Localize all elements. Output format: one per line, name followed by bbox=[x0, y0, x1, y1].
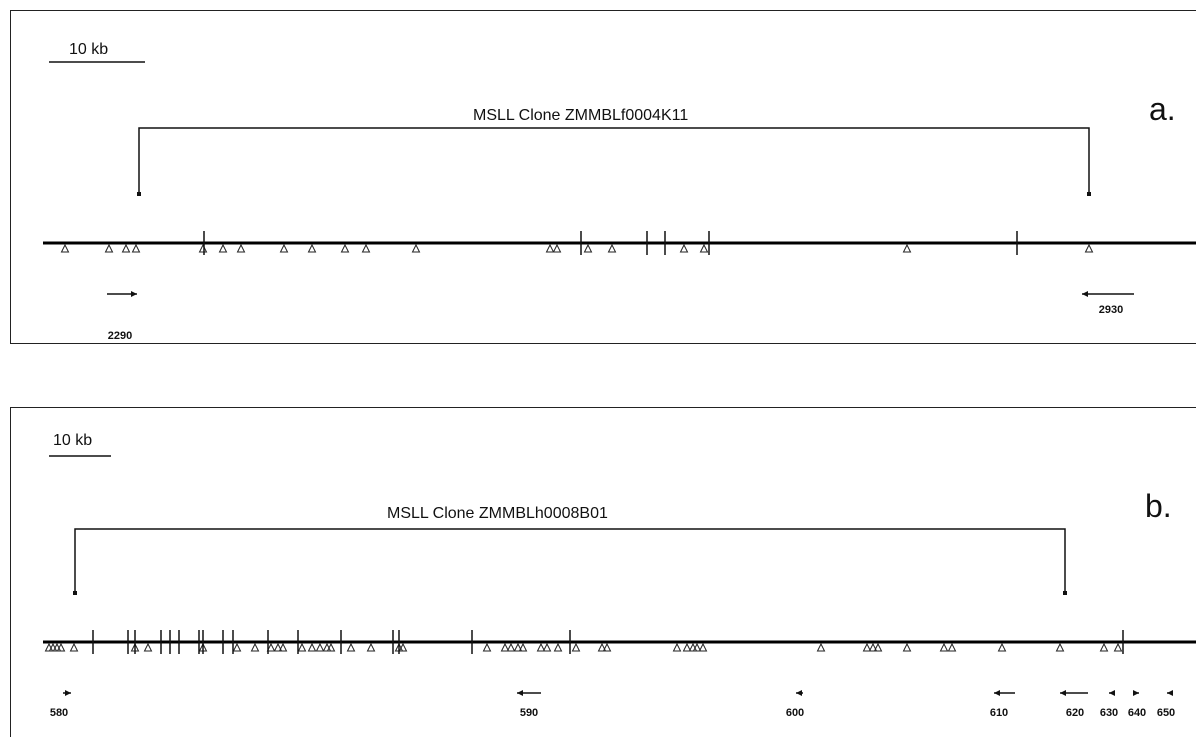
panel-letter: b. bbox=[1145, 488, 1172, 524]
primer-label-650: 650 bbox=[1156, 707, 1176, 719]
primer-arrow-2930-head bbox=[1082, 291, 1088, 297]
site-triangle bbox=[518, 642, 528, 652]
bracket-end bbox=[137, 192, 141, 196]
site-triangle bbox=[698, 642, 708, 652]
site-triangle bbox=[868, 642, 878, 652]
site-triangle bbox=[699, 243, 709, 253]
site-triangle bbox=[552, 243, 562, 253]
site-triangle bbox=[1113, 642, 1123, 652]
primer-label-620: 620 bbox=[1065, 707, 1085, 719]
site-triangle bbox=[218, 243, 228, 253]
clone-bracket bbox=[138, 127, 1090, 194]
primer-arrow-600-head bbox=[796, 690, 802, 696]
site-triangle bbox=[513, 642, 523, 652]
site-triangle bbox=[536, 642, 546, 652]
site-triangle bbox=[278, 642, 288, 652]
site-triangle bbox=[346, 642, 356, 652]
panel-a: 10 kb MSLL Clone ZMMBLf0004K11 a. 2290 2… bbox=[10, 10, 1196, 344]
primer-arrow-590-head bbox=[517, 690, 523, 696]
site-triangle bbox=[236, 243, 246, 253]
primer-arrow-640-head bbox=[1133, 690, 1139, 696]
bracket-end bbox=[73, 591, 77, 595]
site-triangle bbox=[1084, 243, 1094, 253]
primer-arrow-580-head bbox=[65, 690, 71, 696]
site-triangle bbox=[273, 642, 283, 652]
site-triangle bbox=[131, 243, 141, 253]
site-triangle bbox=[500, 642, 510, 652]
primer-label-2290: 2290 bbox=[107, 330, 133, 342]
site-triangle bbox=[939, 642, 949, 652]
site-triangle bbox=[873, 642, 883, 652]
primer-label-600: 600 bbox=[785, 707, 805, 719]
site-triangle bbox=[553, 642, 563, 652]
site-triangle bbox=[307, 642, 317, 652]
site-triangle bbox=[1099, 642, 1109, 652]
site-triangle bbox=[121, 243, 131, 253]
clone-label: MSLL Clone ZMMBLh0008B01 bbox=[387, 505, 608, 522]
clone-label: MSLL Clone ZMMBLf0004K11 bbox=[473, 107, 689, 124]
primer-arrow-610-head bbox=[994, 690, 1000, 696]
map-diagram-b bbox=[43, 455, 1196, 696]
site-triangle bbox=[411, 243, 421, 253]
site-triangle bbox=[902, 642, 912, 652]
primer-label-580: 580 bbox=[49, 707, 69, 719]
site-triangle bbox=[232, 642, 242, 652]
site-triangle bbox=[250, 642, 260, 652]
scale-bar-label: 10 kb bbox=[53, 432, 93, 449]
site-triangle bbox=[315, 642, 325, 652]
site-triangle bbox=[143, 642, 153, 652]
primer-label-610: 610 bbox=[989, 707, 1009, 719]
site-triangle bbox=[1055, 642, 1065, 652]
site-triangle bbox=[597, 642, 607, 652]
panel-b: 10 kb MSLL Clone ZMMBLh0008B01 b. 580 59… bbox=[10, 407, 1196, 737]
map-diagram-a bbox=[43, 61, 1196, 297]
bracket-end bbox=[1063, 591, 1067, 595]
site-triangle bbox=[506, 642, 516, 652]
site-triangle bbox=[679, 243, 689, 253]
scale-bar-label: 10 kb bbox=[69, 41, 109, 58]
site-triangle bbox=[104, 243, 114, 253]
site-triangle bbox=[60, 243, 70, 253]
site-triangle bbox=[366, 642, 376, 652]
bracket-end bbox=[1087, 192, 1091, 196]
site-triangle bbox=[947, 642, 957, 652]
site-triangle bbox=[997, 642, 1007, 652]
site-triangle bbox=[571, 642, 581, 652]
site-triangle bbox=[361, 243, 371, 253]
site-triangle bbox=[69, 642, 79, 652]
site-triangle bbox=[266, 642, 276, 652]
site-triangle bbox=[307, 243, 317, 253]
site-triangle bbox=[672, 642, 682, 652]
clone-bracket bbox=[74, 528, 1066, 593]
site-triangle bbox=[482, 642, 492, 652]
site-triangle bbox=[545, 243, 555, 253]
site-triangle bbox=[682, 642, 692, 652]
site-triangle bbox=[297, 642, 307, 652]
primer-label-640: 640 bbox=[1127, 707, 1147, 719]
site-triangle bbox=[279, 243, 289, 253]
primer-arrow-2290-head bbox=[131, 291, 137, 297]
site-triangle bbox=[816, 642, 826, 652]
site-triangle bbox=[542, 642, 552, 652]
primer-arrow-620-head bbox=[1060, 690, 1066, 696]
primer-arrow-650-head bbox=[1167, 690, 1173, 696]
site-triangle bbox=[56, 642, 66, 652]
site-triangle bbox=[583, 243, 593, 253]
site-triangle bbox=[902, 243, 912, 253]
site-triangle bbox=[607, 243, 617, 253]
primer-arrow-630-head bbox=[1109, 690, 1115, 696]
site-triangle bbox=[602, 642, 612, 652]
site-triangle bbox=[692, 642, 702, 652]
site-triangle bbox=[862, 642, 872, 652]
site-triangle bbox=[326, 642, 336, 652]
site-triangle bbox=[398, 642, 408, 652]
primer-label-630: 630 bbox=[1099, 707, 1119, 719]
primer-label-590: 590 bbox=[519, 707, 539, 719]
site-triangle bbox=[198, 243, 208, 253]
primer-label-2930: 2930 bbox=[1098, 304, 1124, 316]
panel-letter: a. bbox=[1149, 91, 1176, 127]
site-triangle bbox=[340, 243, 350, 253]
